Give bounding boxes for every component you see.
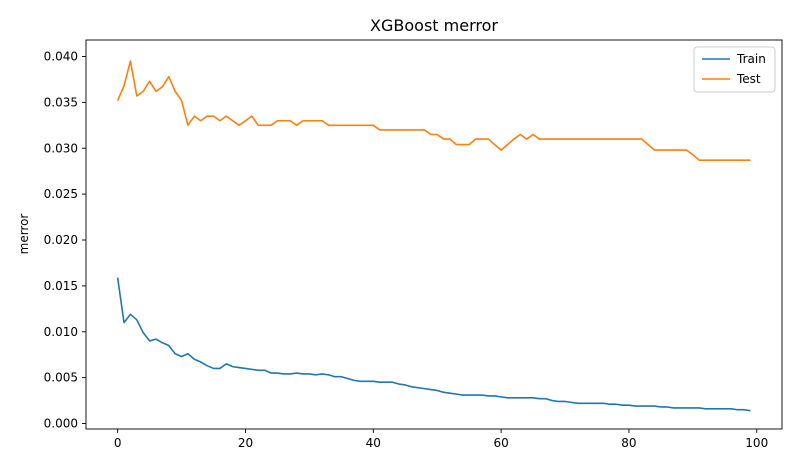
plot-frame: [85, 39, 783, 430]
x-tick-label: 0: [114, 436, 122, 450]
legend-label-train: Train: [736, 52, 766, 66]
y-tick-label: 0.005: [44, 371, 78, 385]
y-tick-label: 0.020: [44, 233, 78, 247]
chart-title: XGBoost merror: [370, 16, 498, 35]
x-tick-label: 60: [493, 436, 508, 450]
x-tick-label: 40: [366, 436, 381, 450]
x-tick-label: 100: [745, 436, 768, 450]
series-line-train: [116, 277, 751, 412]
y-axis-title: merror: [17, 214, 31, 255]
x-tick-label: 20: [238, 436, 253, 450]
y-tick-label: 0.010: [44, 325, 78, 339]
y-tick-label: 0.030: [44, 141, 78, 155]
y-tick-label: 0.025: [44, 187, 78, 201]
legend-label-test: Test: [736, 72, 761, 86]
plot-area: 0 20 40 60 80 100 0.000 0.005 0.010 0.015 0.020 0.0…: [44, 50, 769, 450]
legend: Train Test: [693, 46, 776, 93]
y-tick-label: 0.035: [44, 95, 78, 109]
series-line-test: [116, 60, 751, 161]
y-tick-label: 0.000: [44, 416, 78, 430]
y-tick-label: 0.015: [44, 279, 78, 293]
x-tick-label: 80: [621, 436, 636, 450]
y-tick-label: 0.040: [44, 50, 78, 64]
